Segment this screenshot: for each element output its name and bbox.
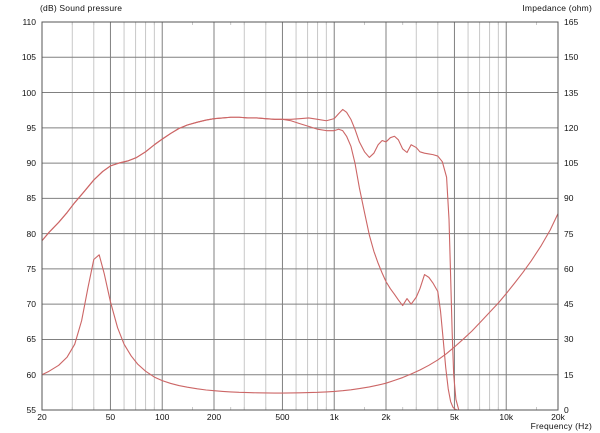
series-line-1 bbox=[42, 116, 458, 410]
left-tick-110: 110 bbox=[22, 17, 36, 27]
left-tick-75: 75 bbox=[26, 263, 36, 274]
left-tick-105: 105 bbox=[21, 52, 36, 63]
right-tick-90: 90 bbox=[564, 193, 574, 204]
right-tick-120: 120 bbox=[564, 122, 579, 133]
x-tick-20k: 20k bbox=[551, 412, 565, 422]
right-tick-150: 150 bbox=[564, 52, 579, 63]
right-tick-165: 165 bbox=[564, 17, 579, 27]
x-tick-500: 500 bbox=[275, 412, 290, 422]
left-tick-70: 70 bbox=[26, 299, 36, 310]
x-tick-10k: 10k bbox=[499, 412, 514, 422]
series-line-0 bbox=[42, 108, 460, 410]
left-tick-90: 90 bbox=[26, 158, 36, 169]
x-axis-title: Frequency (Hz) bbox=[530, 421, 592, 431]
data-series-layer bbox=[42, 108, 558, 410]
right-tick-75: 75 bbox=[564, 228, 574, 239]
minor-gridlines bbox=[71, 22, 499, 410]
right-axis-title: Impedance (ohm) bbox=[522, 3, 592, 13]
left-tick-95: 95 bbox=[26, 122, 36, 133]
right-tick-15: 15 bbox=[564, 369, 574, 380]
left-tick-60: 60 bbox=[26, 369, 36, 380]
right-tick-45: 45 bbox=[564, 299, 574, 310]
right-tick-135: 135 bbox=[564, 87, 579, 98]
x-tick-5k: 5k bbox=[449, 412, 459, 422]
x-tick-50: 50 bbox=[105, 412, 116, 422]
right-tick-105: 105 bbox=[564, 158, 579, 169]
left-tick-85: 85 bbox=[26, 193, 36, 204]
x-tick-200: 200 bbox=[206, 412, 222, 422]
left-tick-80: 80 bbox=[26, 228, 36, 239]
right-tick-60: 60 bbox=[564, 263, 574, 274]
plot-frame bbox=[41, 21, 559, 411]
right-tick-30: 30 bbox=[564, 334, 574, 345]
x-tick-2k: 2k bbox=[381, 412, 391, 422]
left-tick-100: 100 bbox=[21, 87, 36, 98]
x-tick-100: 100 bbox=[155, 412, 170, 422]
x-tick-1k: 1k bbox=[329, 412, 339, 422]
major-gridlines bbox=[42, 22, 558, 410]
left-tick-65: 65 bbox=[26, 334, 36, 345]
left-axis-title: (dB) Sound pressure bbox=[40, 3, 123, 13]
right-tick-0: 0 bbox=[564, 405, 569, 415]
x-tick-20: 20 bbox=[37, 412, 47, 422]
series-line-2 bbox=[42, 213, 558, 394]
left-tick-55: 55 bbox=[26, 405, 36, 415]
